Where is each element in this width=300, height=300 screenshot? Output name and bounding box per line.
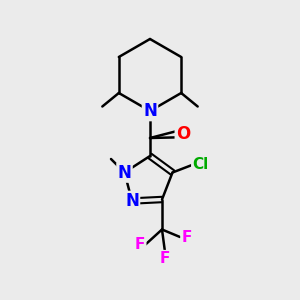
Text: N: N — [125, 192, 139, 210]
Text: F: F — [182, 230, 192, 244]
Text: N: N — [143, 102, 157, 120]
Text: Cl: Cl — [192, 157, 208, 172]
Text: N: N — [118, 164, 131, 181]
Text: F: F — [135, 237, 145, 252]
Text: O: O — [176, 125, 190, 143]
Text: F: F — [160, 251, 170, 266]
